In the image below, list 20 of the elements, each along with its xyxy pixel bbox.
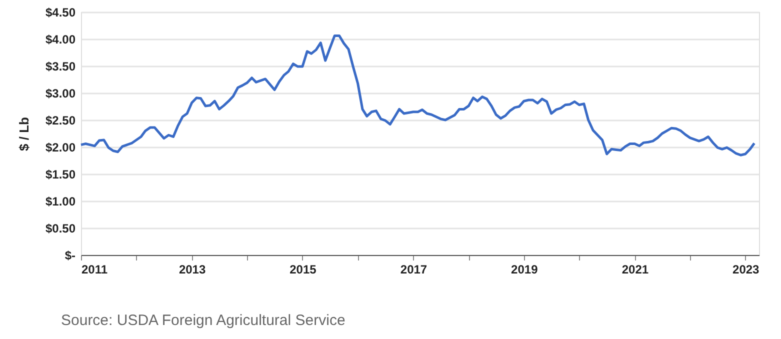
y-tick-label: $4.50 [45,6,76,20]
x-tick-label: 2013 [178,262,206,276]
x-tick-label: 2017 [400,262,428,276]
y-tick-label: $1.00 [45,194,76,208]
y-tick-label: $0.50 [45,222,76,236]
y-tick-label: $3.50 [45,60,76,74]
line-series [80,34,756,156]
source-note: Source: USDA Foreign Agricultural Service [61,312,346,329]
x-tick-label: 2019 [511,262,538,276]
y-tick-label: $- [64,248,76,262]
x-tick-label: 2021 [622,262,649,276]
y-tick-label: $4.00 [45,32,76,46]
y-tick-label: $2.00 [45,140,76,154]
x-tick-label: 2011 [82,262,108,276]
y-tick-label: $3.00 [45,86,76,100]
y-axis-title: $ / Lb [16,116,32,151]
x-tick-label: 2015 [290,262,317,276]
y-tick-label: $1.50 [45,168,76,182]
y-tick-label: $2.50 [45,114,76,128]
x-tick-label: 2023 [732,262,760,276]
